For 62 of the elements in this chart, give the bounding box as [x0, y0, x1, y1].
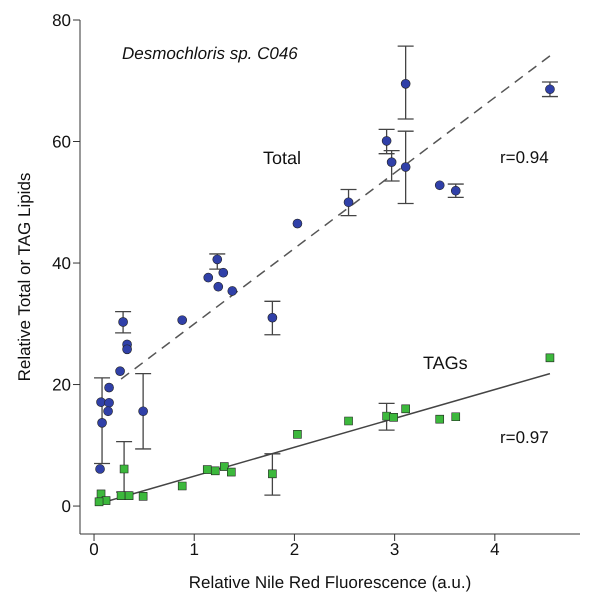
point — [96, 490, 106, 498]
point — [94, 498, 104, 506]
point — [389, 413, 398, 422]
y-tick-label: 80 — [52, 11, 71, 30]
x-tick-label: 4 — [490, 540, 500, 560]
point — [95, 464, 105, 474]
point — [268, 312, 278, 323]
point — [213, 282, 224, 292]
y-axis-title: Relative Total or TAG Lipids — [15, 172, 34, 382]
point — [401, 404, 410, 414]
x-tick-label: 0 — [89, 540, 99, 560]
y-tick-label: 20 — [52, 376, 71, 395]
point — [138, 492, 148, 501]
series-label: TAGs — [423, 353, 468, 374]
point — [203, 272, 214, 282]
point — [386, 157, 396, 167]
point — [450, 186, 461, 196]
point — [227, 468, 236, 476]
point — [202, 465, 212, 474]
point — [103, 406, 113, 416]
point — [227, 286, 238, 296]
point — [97, 418, 107, 428]
point — [400, 78, 410, 89]
x-axis-title: Relative Nile Red Fluorescence (a.u.) — [188, 573, 472, 592]
point — [177, 315, 188, 325]
y-tick-label: 40 — [52, 254, 71, 274]
point — [122, 344, 132, 354]
point — [138, 406, 148, 416]
point — [218, 268, 228, 278]
point — [451, 412, 460, 422]
x-tick-label: 2 — [290, 540, 300, 560]
x-tick-label: 3 — [390, 540, 400, 560]
point — [178, 482, 187, 490]
y-tick-label: 0 — [62, 497, 71, 516]
point — [435, 414, 444, 424]
point — [120, 464, 128, 474]
point — [115, 366, 125, 376]
point — [124, 491, 134, 500]
point — [293, 430, 302, 439]
point — [116, 491, 126, 500]
point — [546, 354, 554, 362]
annotation: r=0.94 — [500, 148, 549, 168]
point — [212, 254, 222, 264]
point — [545, 84, 555, 94]
point — [434, 180, 445, 190]
point — [382, 136, 392, 146]
point — [344, 416, 353, 426]
point — [104, 398, 114, 408]
point — [268, 470, 277, 478]
x-tick-label: 1 — [189, 540, 199, 560]
point — [220, 462, 229, 471]
text: Desmochloris sp. C046 — [122, 44, 298, 64]
point — [104, 382, 114, 392]
point — [118, 317, 128, 327]
annotation: r=0.97 — [500, 428, 549, 448]
point — [210, 466, 220, 476]
point — [292, 218, 302, 228]
point — [344, 197, 354, 208]
point — [400, 162, 410, 172]
point — [96, 397, 106, 407]
text: Total — [263, 148, 302, 169]
y-tick-label: 60 — [52, 132, 71, 152]
